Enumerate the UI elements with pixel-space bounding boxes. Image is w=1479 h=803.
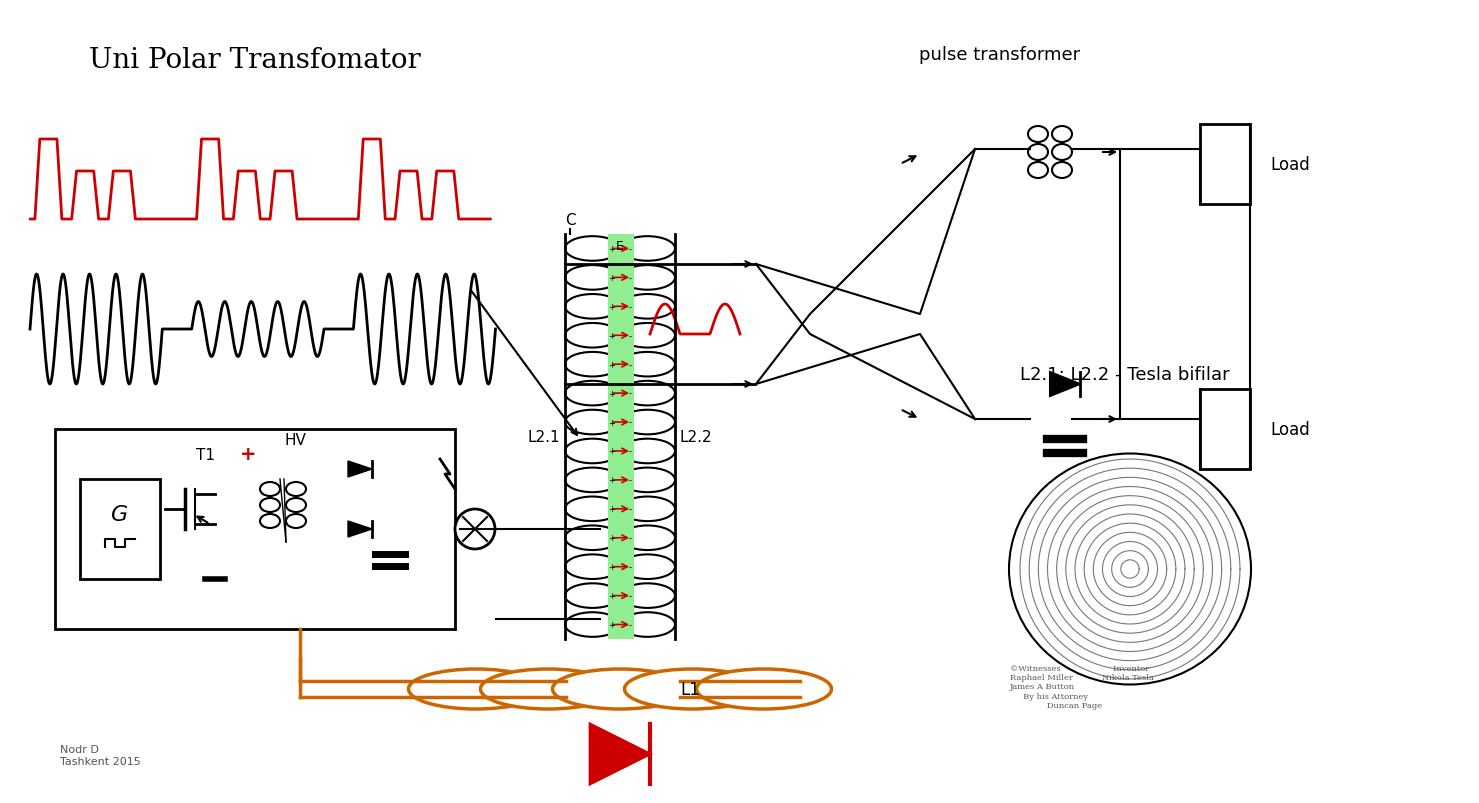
Text: +: + (608, 303, 615, 312)
Text: L2.1: L2.1 (528, 430, 561, 444)
Text: -: - (629, 418, 632, 427)
Text: +: + (608, 245, 615, 254)
Ellipse shape (285, 483, 306, 496)
Ellipse shape (565, 439, 620, 463)
Text: L2.1; L2.2 - Tesla bifilar: L2.1; L2.2 - Tesla bifilar (1021, 365, 1229, 384)
Ellipse shape (260, 483, 280, 496)
Ellipse shape (565, 584, 620, 608)
Ellipse shape (565, 237, 620, 262)
Text: -: - (629, 274, 632, 283)
Ellipse shape (565, 497, 620, 521)
Polygon shape (348, 521, 373, 537)
Ellipse shape (620, 266, 674, 291)
Text: -: - (629, 303, 632, 312)
Text: -: - (629, 447, 632, 456)
Bar (1199, 389, 1250, 470)
Text: E: E (617, 240, 624, 253)
Text: +: + (608, 476, 615, 485)
Ellipse shape (620, 468, 674, 492)
Text: G: G (111, 504, 129, 524)
Ellipse shape (1052, 127, 1072, 143)
Ellipse shape (260, 499, 280, 512)
Text: -: - (629, 533, 632, 543)
Text: L1: L1 (680, 680, 700, 698)
Bar (55, 430, 456, 630)
Ellipse shape (620, 439, 674, 463)
Ellipse shape (1028, 145, 1049, 161)
Text: -: - (629, 620, 632, 630)
Ellipse shape (1052, 145, 1072, 161)
Text: +: + (608, 332, 615, 340)
Ellipse shape (285, 515, 306, 528)
Text: -: - (629, 591, 632, 601)
Text: +: + (608, 562, 615, 572)
Text: -: - (629, 245, 632, 254)
Text: +: + (608, 274, 615, 283)
Text: -: - (629, 389, 632, 398)
Text: +: + (608, 389, 615, 398)
Ellipse shape (565, 353, 620, 377)
Ellipse shape (285, 499, 306, 512)
Text: -: - (629, 505, 632, 514)
Ellipse shape (565, 266, 620, 291)
Text: Load: Load (1270, 156, 1310, 173)
Text: +: + (240, 445, 256, 464)
Text: +: + (608, 418, 615, 427)
Text: +: + (608, 591, 615, 601)
Ellipse shape (565, 613, 620, 637)
Circle shape (456, 509, 495, 549)
Polygon shape (1050, 373, 1080, 397)
Text: ©Witnesses                    Inventor
Raphael Miller           Nikola Tesla
Jam: ©Witnesses Inventor Raphael Miller Nikol… (1010, 664, 1154, 709)
Ellipse shape (620, 584, 674, 608)
Text: Nodr D
Tashkent 2015: Nodr D Tashkent 2015 (61, 744, 141, 765)
Ellipse shape (565, 381, 620, 406)
Bar (608, 234, 634, 639)
Ellipse shape (624, 669, 760, 709)
Ellipse shape (620, 613, 674, 637)
Ellipse shape (620, 526, 674, 550)
Ellipse shape (620, 353, 674, 377)
Ellipse shape (565, 410, 620, 434)
Polygon shape (590, 724, 649, 784)
Text: C: C (565, 213, 575, 228)
Ellipse shape (260, 515, 280, 528)
Text: -: - (629, 562, 632, 572)
Text: +: + (608, 533, 615, 543)
Text: -: - (629, 361, 632, 369)
Ellipse shape (620, 497, 674, 521)
Text: +: + (608, 361, 615, 369)
Ellipse shape (1052, 163, 1072, 179)
Ellipse shape (553, 669, 688, 709)
Ellipse shape (565, 324, 620, 349)
Ellipse shape (408, 669, 543, 709)
Text: Uni Polar Transfomator: Uni Polar Transfomator (89, 47, 422, 73)
Ellipse shape (620, 237, 674, 262)
Ellipse shape (565, 555, 620, 579)
Text: L2.2: L2.2 (680, 430, 713, 444)
Bar (80, 479, 160, 579)
Text: +: + (608, 620, 615, 630)
Polygon shape (348, 462, 373, 478)
Ellipse shape (565, 295, 620, 320)
Ellipse shape (481, 669, 615, 709)
Ellipse shape (697, 669, 831, 709)
Text: HV: HV (284, 433, 306, 447)
Ellipse shape (620, 555, 674, 579)
Text: Load: Load (1270, 421, 1310, 438)
Text: +: + (608, 505, 615, 514)
Ellipse shape (565, 468, 620, 492)
Ellipse shape (1028, 163, 1049, 179)
Ellipse shape (620, 410, 674, 434)
Text: -: - (629, 476, 632, 485)
Ellipse shape (565, 526, 620, 550)
Ellipse shape (620, 324, 674, 349)
Ellipse shape (620, 381, 674, 406)
Ellipse shape (620, 295, 674, 320)
Text: +: + (608, 447, 615, 456)
Ellipse shape (1028, 127, 1049, 143)
Text: -: - (629, 332, 632, 340)
Text: T1: T1 (195, 447, 214, 463)
Bar (1199, 124, 1250, 205)
Text: pulse transformer: pulse transformer (920, 46, 1081, 64)
